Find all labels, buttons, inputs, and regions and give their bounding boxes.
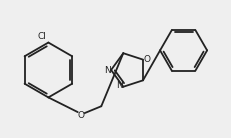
Text: O: O (143, 55, 150, 64)
Text: O: O (77, 111, 84, 120)
Text: N: N (116, 81, 123, 90)
Text: Cl: Cl (38, 32, 46, 41)
Text: N: N (104, 67, 111, 75)
